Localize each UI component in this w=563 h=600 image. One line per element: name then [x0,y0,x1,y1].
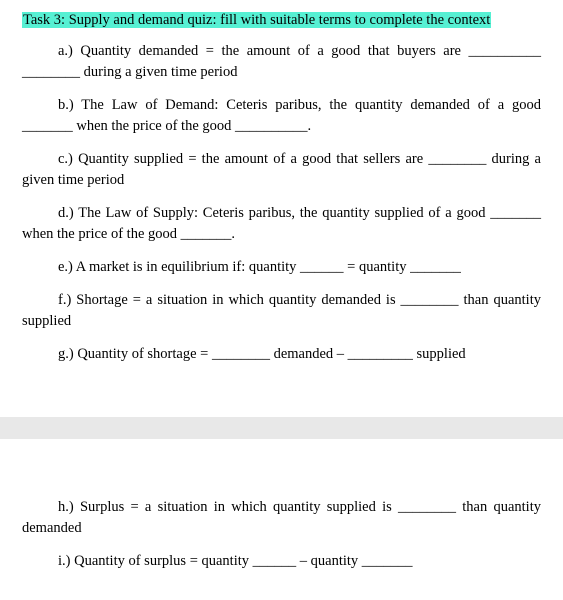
question-a: a.) Quantity demanded = the amount of a … [22,41,541,83]
question-i: i.) Quantity of surplus = quantity _____… [22,551,541,572]
question-list-top: a.) Quantity demanded = the amount of a … [22,41,541,365]
question-b: b.) The Law of Demand: Ceteris paribus, … [22,95,541,137]
task-heading-wrap: Task 3: Supply and demand quiz: fill wit… [22,10,541,31]
task-heading: Task 3: Supply and demand quiz: fill wit… [22,12,491,28]
document-page: Task 3: Supply and demand quiz: fill wit… [0,0,563,600]
question-e: e.) A market is in equilibrium if: quant… [22,257,541,278]
question-list-bottom: h.) Surplus = a situation in which quant… [22,497,541,572]
page-break-gap [0,377,563,487]
question-d: d.) The Law of Supply: Ceteris paribus, … [22,203,541,245]
question-g: g.) Quantity of shortage = ________ dema… [22,344,541,365]
question-h: h.) Surplus = a situation in which quant… [22,497,541,539]
question-f: f.) Shortage = a situation in which quan… [22,290,541,332]
question-c: c.) Quantity supplied = the amount of a … [22,149,541,191]
